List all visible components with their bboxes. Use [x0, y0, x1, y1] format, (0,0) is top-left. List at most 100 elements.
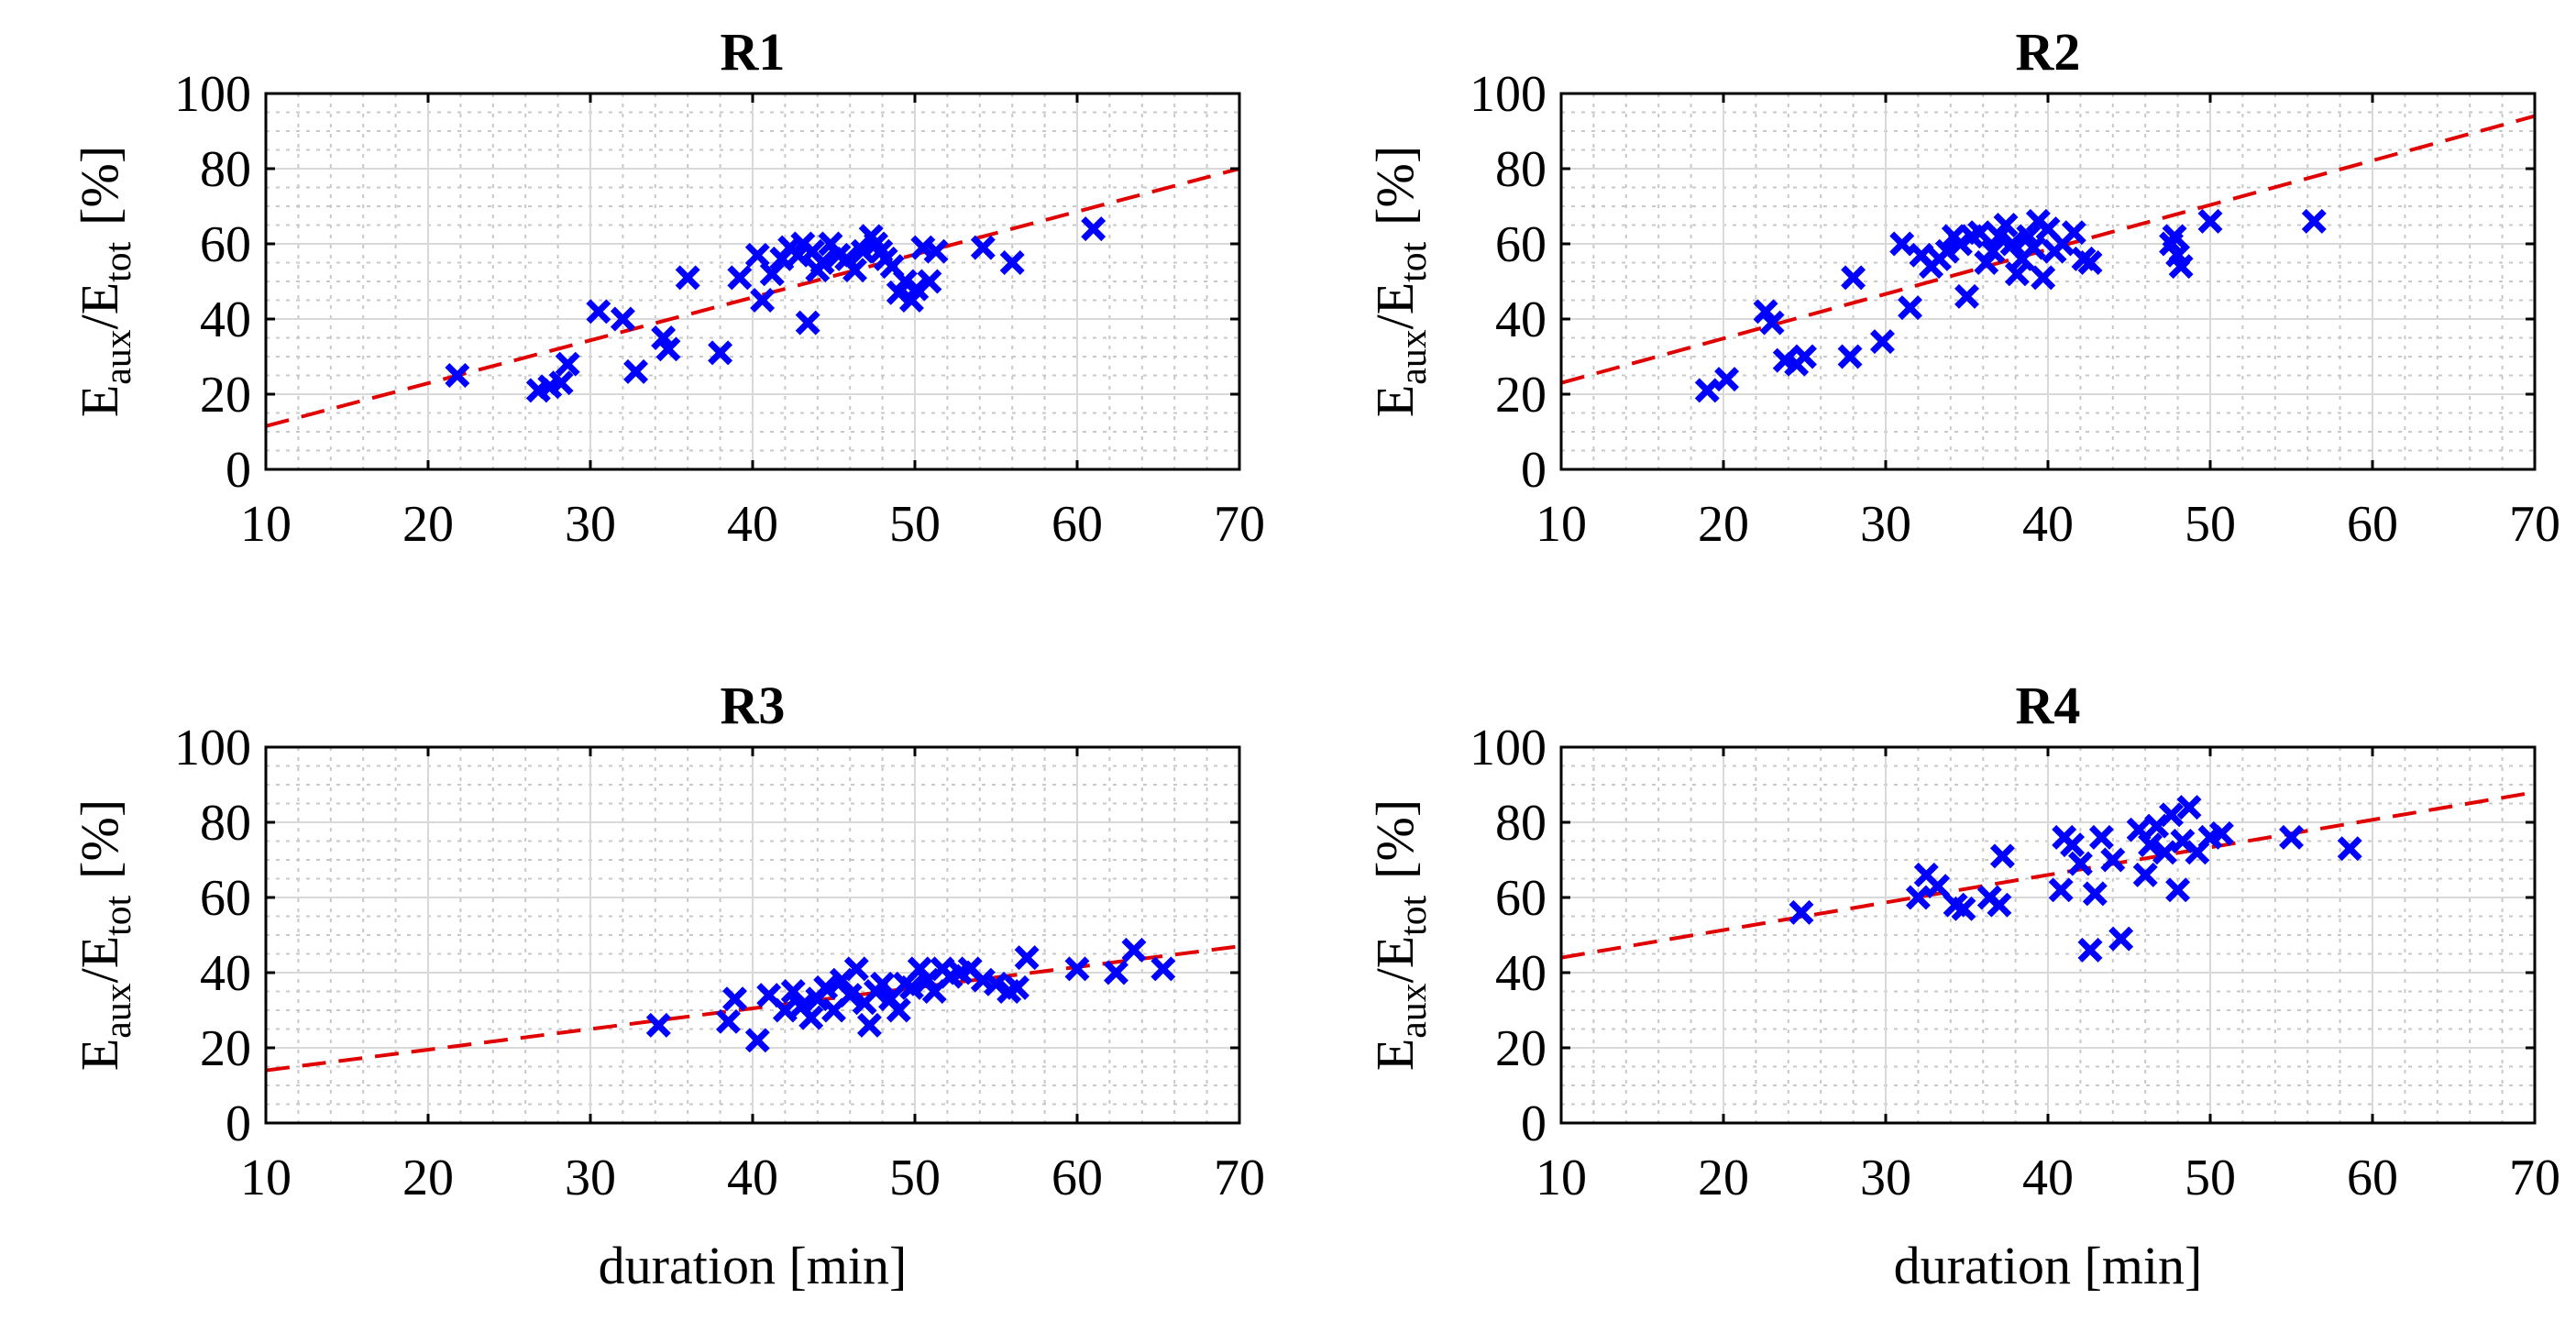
- data-point: [610, 306, 635, 332]
- data-point: [1789, 899, 1814, 925]
- chart-title: R3: [721, 676, 786, 735]
- x-tick-label: 50: [2185, 1150, 2236, 1206]
- data-point: [2208, 820, 2234, 846]
- data-point: [917, 269, 942, 294]
- x-tick-label: 10: [240, 1150, 292, 1206]
- data-point: [1841, 265, 1866, 291]
- data-point: [2176, 795, 2202, 820]
- major-grid: [266, 94, 1239, 469]
- x-tick-label: 30: [1860, 1150, 1911, 1206]
- x-tick-label: 60: [2347, 1150, 2398, 1206]
- data-point: [999, 250, 1025, 275]
- data-markers: [445, 216, 1106, 403]
- y-tick-label: 80: [1495, 141, 1547, 198]
- x-tick-label: 40: [727, 496, 778, 553]
- data-point: [1905, 885, 1931, 910]
- data-point: [798, 1005, 824, 1030]
- x-tick-label: 40: [2022, 496, 2074, 553]
- y-axis-label: Eaux/Etot [%]: [1365, 146, 1435, 417]
- data-point: [727, 265, 753, 291]
- data-point: [898, 974, 924, 1000]
- data-point: [1951, 896, 1976, 921]
- data-point: [2031, 265, 2056, 291]
- data-point: [645, 1012, 671, 1038]
- data-point: [1792, 344, 1817, 369]
- data-point: [842, 258, 867, 283]
- data-point: [555, 351, 580, 377]
- data-point: [2197, 208, 2223, 234]
- y-tick-label: 80: [200, 141, 251, 198]
- data-point: [1081, 216, 1106, 242]
- data-point: [1837, 344, 1863, 369]
- x-axis-label: duration [min]: [1894, 1236, 2203, 1295]
- data-point: [655, 336, 681, 362]
- chart-title: R1: [721, 22, 786, 82]
- x-tick-label: 70: [2509, 1150, 2560, 1206]
- data-point: [843, 956, 869, 982]
- subplot-r3: 10 20 30 40 50 60 70 0 20 40 60 80 100 R3 Eaux/Etot [%]…: [70, 676, 1265, 1295]
- y-axis-label-part: aux: [97, 983, 139, 1038]
- y-tick-label: 20: [200, 1020, 251, 1077]
- data-point: [586, 299, 611, 325]
- data-point: [886, 997, 911, 1023]
- x-tick-label: 10: [1536, 1150, 1587, 1206]
- data-point: [2088, 824, 2114, 850]
- subplot-r4: 10 20 30 40 50 60 70 0 20 40 60 80 100 R4 Eaux/Etot [%]…: [1365, 676, 2560, 1295]
- x-tick-label: 10: [1536, 496, 1587, 553]
- x-axis-label: duration [min]: [599, 1236, 908, 1295]
- data-point: [1954, 283, 1979, 309]
- data-point: [870, 971, 896, 996]
- y-tick-label: 100: [1470, 66, 1547, 123]
- data-point: [2060, 832, 2086, 858]
- y-axis-label-part: E: [1365, 1039, 1425, 1071]
- x-tick-label: 50: [2185, 496, 2236, 553]
- data-point: [2067, 851, 2093, 876]
- x-tick-label: 50: [889, 496, 941, 553]
- y-axis-label-part: E: [70, 1039, 129, 1071]
- data-point: [2162, 224, 2187, 249]
- data-point: [1898, 295, 1923, 321]
- data-point: [2132, 862, 2158, 887]
- data-point: [722, 986, 748, 1012]
- data-point: [2159, 802, 2184, 828]
- data-point: [795, 310, 820, 336]
- y-tick-label: 0: [1521, 442, 1547, 499]
- subplot-grid: 10 20 30 40 50 60 70 0 20 40 60 80 100 R1 Eaux/Etot[%]…: [70, 22, 2560, 1295]
- x-tick-label: 60: [1051, 496, 1103, 553]
- y-axis-label-part: aux: [97, 329, 139, 384]
- data-point: [1005, 974, 1029, 1000]
- data-point: [2108, 926, 2134, 952]
- major-grid: [266, 747, 1239, 1123]
- tick-marks: [1559, 745, 2537, 1125]
- data-point: [2100, 847, 2126, 873]
- x-tick-label: 70: [1214, 1150, 1265, 1206]
- y-axis-label-part: [%]: [1365, 799, 1425, 879]
- data-point: [2301, 208, 2327, 234]
- x-tick-label: 30: [1860, 496, 1911, 553]
- y-tick-label: 20: [200, 367, 251, 424]
- data-markers: [1694, 208, 2327, 403]
- data-point: [445, 363, 470, 388]
- y-tick-label: 60: [200, 870, 251, 927]
- y-tick-label: 100: [174, 720, 251, 776]
- x-tick-label: 20: [1698, 496, 1749, 553]
- data-point: [2061, 220, 2086, 246]
- data-point: [1694, 378, 1720, 403]
- y-tick-label: 40: [200, 292, 251, 348]
- data-point: [2077, 250, 2103, 275]
- y-tick-label: 40: [1495, 945, 1547, 1002]
- data-point: [1064, 956, 1090, 982]
- y-tick-label: 80: [200, 795, 251, 852]
- data-point: [1925, 874, 1951, 899]
- data-point: [1980, 238, 2006, 264]
- y-axis-label-part: /E: [1365, 936, 1425, 984]
- y-axis-label-part: /E: [70, 936, 129, 984]
- data-point: [2168, 254, 2194, 280]
- data-point: [708, 340, 733, 366]
- data-point: [1987, 892, 2012, 918]
- x-tick-label: 70: [2509, 496, 2560, 553]
- x-tick-label: 10: [240, 496, 292, 553]
- y-tick-label: 20: [1495, 1020, 1547, 1077]
- y-axis-label: Eaux/Etot [%]: [70, 146, 139, 417]
